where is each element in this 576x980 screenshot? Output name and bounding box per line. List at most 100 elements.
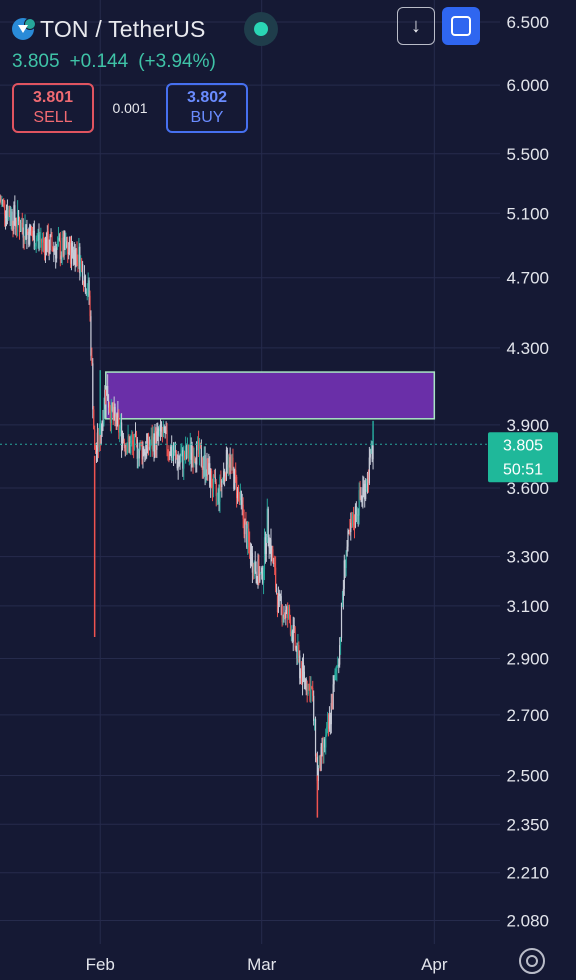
candle-body (326, 722, 329, 727)
price-axis[interactable]: 6.500 6.000 5.500 5.100 4.700 4.300 3.900 3.600… (506, 13, 549, 931)
candle-body (0, 201, 2, 204)
candle-body (184, 451, 186, 460)
candle-body (5, 211, 8, 219)
candle-body (249, 550, 252, 566)
time-axis[interactable]: Feb Mar Apr (86, 955, 448, 974)
candle-body (212, 475, 215, 492)
candle-body (271, 549, 273, 558)
candle-body (146, 443, 148, 457)
candle-body (205, 476, 207, 478)
candle-body (241, 500, 243, 505)
candle-body (26, 229, 28, 240)
fullscreen-icon[interactable] (442, 7, 480, 45)
candle-body (162, 431, 164, 437)
candle-body (7, 209, 9, 220)
candle-body (270, 539, 272, 558)
candle-body (160, 424, 163, 432)
candle-body (182, 450, 184, 469)
candle-body (33, 230, 35, 250)
candle-body (314, 719, 317, 757)
candle-body (32, 230, 35, 238)
candle-body (337, 665, 339, 667)
candle-body (23, 237, 25, 242)
candle-body (356, 514, 358, 520)
candle-body (206, 458, 208, 477)
candle-body (237, 487, 240, 494)
download-arrow-icon[interactable]: ↓ (397, 7, 435, 45)
y-tick-label: 6.000 (506, 76, 549, 95)
buy-price: 3.802 (186, 89, 228, 106)
candle-body (209, 463, 211, 487)
candle-body (154, 430, 156, 455)
sell-button[interactable]: 3.801 SELL (12, 83, 94, 133)
candle-body (203, 455, 205, 467)
candle-body (341, 600, 344, 603)
candle-body (44, 238, 47, 255)
candle-body (45, 238, 48, 252)
candle-body (39, 240, 41, 242)
candle-body (131, 440, 133, 443)
candle-body (294, 627, 296, 648)
candle-body (119, 428, 121, 433)
candle-body (75, 249, 77, 267)
candle-body (306, 691, 308, 694)
candle-body (55, 250, 57, 259)
candle-body (100, 430, 102, 445)
candle-body (43, 237, 45, 242)
candle-body (310, 687, 312, 701)
candle-body (22, 227, 24, 238)
candle-body (218, 488, 220, 502)
candle-body (48, 250, 50, 254)
symbol-title[interactable]: TON / TetherUS (40, 15, 206, 42)
candle-body (140, 441, 142, 444)
candle-body (77, 254, 79, 263)
candle-body (19, 231, 22, 233)
candle-body (364, 483, 366, 500)
candle-body (273, 562, 275, 564)
candle-body (132, 440, 134, 445)
candle-body (305, 678, 307, 692)
candle-body (249, 542, 251, 551)
candle-body (199, 443, 202, 449)
candle-body (291, 631, 293, 642)
candle-body (30, 225, 32, 231)
candle-body (261, 568, 263, 573)
candle-body (109, 411, 112, 423)
candle-body (322, 743, 324, 753)
candle-body (54, 248, 56, 251)
candle-body (256, 578, 258, 585)
candle-body (259, 573, 261, 582)
candle-body (210, 471, 213, 489)
candle-body (105, 389, 107, 396)
zone-rect[interactable] (105, 371, 436, 420)
candle-body (365, 489, 367, 500)
candle-body (313, 695, 315, 721)
candle-body (338, 664, 340, 666)
candle-body (141, 443, 143, 460)
candle-body (57, 238, 60, 243)
candle-body (344, 560, 346, 568)
candle-body (299, 655, 301, 679)
candle-body (20, 223, 22, 232)
candle-body (50, 234, 52, 237)
candle-body (219, 476, 221, 502)
settings-icon[interactable] (519, 948, 545, 974)
sell-label: SELL (33, 109, 73, 126)
candle-body (115, 416, 117, 427)
resistance-zone[interactable] (105, 371, 436, 420)
candle-body (76, 249, 78, 255)
candle-body (301, 671, 303, 684)
candle-body (292, 624, 294, 642)
candle-body (358, 490, 360, 516)
candle-body (171, 446, 173, 458)
candle-body (3, 200, 5, 202)
buy-button[interactable]: 3.802 BUY (166, 83, 248, 133)
candle-body (144, 452, 146, 455)
candle-body (253, 562, 255, 576)
candle-body (200, 448, 202, 467)
candle-body (236, 476, 238, 499)
candle-body (251, 553, 254, 573)
candle-body (71, 242, 73, 253)
candle-body (229, 457, 231, 468)
